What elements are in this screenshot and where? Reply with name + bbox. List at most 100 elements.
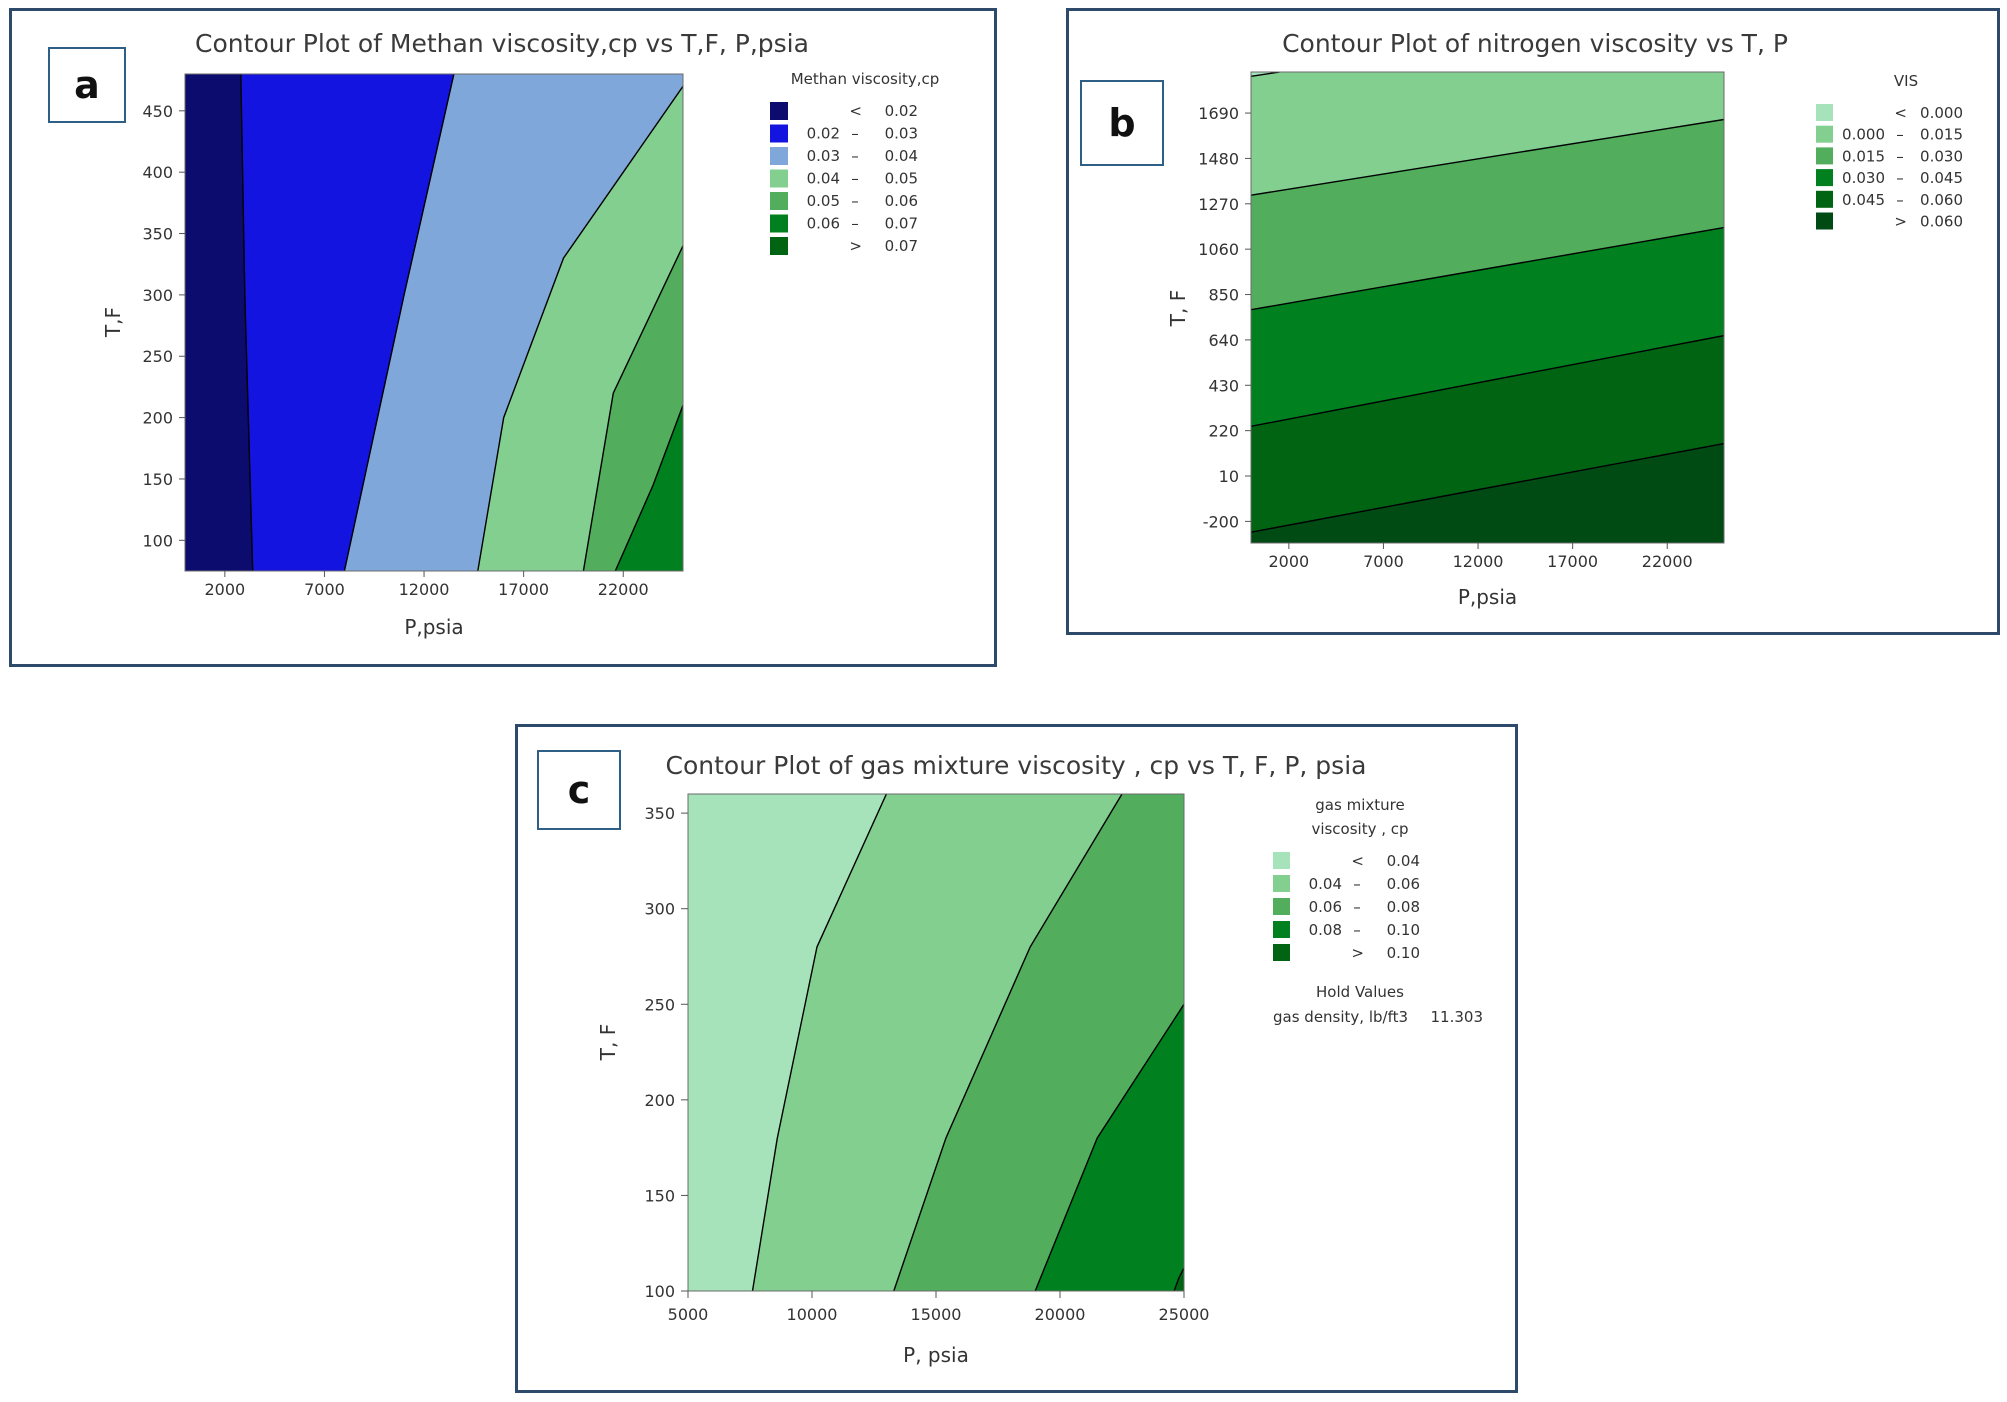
y-tick-label-b: 220 bbox=[1208, 422, 1239, 441]
legend-dash-a: – bbox=[851, 147, 859, 165]
contour-line-b-0 bbox=[1251, 72, 1280, 77]
legend-op-c: > bbox=[1351, 944, 1364, 962]
hold-values-label: gas density, lb/ft3 bbox=[1273, 1008, 1408, 1026]
contour-line-c-0 bbox=[751, 794, 888, 1291]
legend-lo-c: 0.06 bbox=[1309, 898, 1342, 916]
legend-op-b: < bbox=[1894, 104, 1907, 122]
legend-swatch-c bbox=[1273, 898, 1290, 915]
legend-op-a: > bbox=[849, 237, 862, 255]
y-tick-label-c: 200 bbox=[644, 1091, 675, 1110]
legend-dash-a: – bbox=[851, 215, 859, 233]
panel-b-label: b bbox=[1080, 80, 1164, 166]
legend-swatch-b bbox=[1816, 104, 1833, 121]
legend-swatch-a bbox=[770, 124, 788, 143]
contour-line-b-3 bbox=[1251, 334, 1724, 427]
contour-region-a-5 bbox=[615, 405, 683, 571]
legend-swatch-c bbox=[1273, 944, 1290, 961]
legend-lo-b: 0.030 bbox=[1842, 169, 1885, 187]
legend-dash-c: – bbox=[1353, 875, 1361, 893]
contour-region-c-1 bbox=[752, 794, 1184, 1291]
legend-hi-a: 0.07 bbox=[885, 237, 918, 255]
legend-swatch-b bbox=[1816, 125, 1833, 143]
legend-swatch-a bbox=[770, 214, 788, 233]
panel-a-label: a bbox=[48, 47, 126, 123]
y-tick-label-a: 250 bbox=[142, 347, 173, 366]
legend-dash-c: – bbox=[1353, 921, 1361, 939]
y-tick-label-b: 1480 bbox=[1198, 149, 1239, 168]
contour-regions-c bbox=[688, 794, 1184, 1291]
y-tick-label-c: 100 bbox=[644, 1282, 675, 1301]
x-tick-label-a: 12000 bbox=[399, 580, 450, 599]
legend-swatch-a bbox=[770, 147, 788, 165]
contour-regions-b bbox=[1251, 72, 1724, 543]
legend-hi-a: 0.04 bbox=[885, 147, 918, 165]
legend-dash-a: – bbox=[851, 125, 859, 143]
panel-c-label: c bbox=[537, 750, 621, 830]
y-tick-label-b: 1270 bbox=[1198, 195, 1239, 214]
y-axis-label-b: T, F bbox=[1166, 290, 1190, 327]
x-tick-label-b: 17000 bbox=[1547, 552, 1598, 571]
legend-hi-b: 0.060 bbox=[1920, 213, 1963, 231]
y-tick-label-b: 1690 bbox=[1198, 104, 1239, 123]
legend-swatch-c bbox=[1273, 921, 1290, 938]
hold-values-value: 11.303 bbox=[1431, 1008, 1484, 1026]
plot-frame-b bbox=[1250, 71, 1725, 544]
x-tick-label-c: 20000 bbox=[1035, 1305, 1086, 1324]
x-tick-label-b: 2000 bbox=[1268, 552, 1309, 571]
x-tick-label-b: 22000 bbox=[1642, 552, 1693, 571]
y-tick-label-b: 640 bbox=[1208, 331, 1239, 350]
chart-title-c: Contour Plot of gas mixture viscosity , … bbox=[666, 751, 1367, 780]
legend-dash-b: – bbox=[1896, 126, 1904, 144]
legend-title-c: viscosity , cp bbox=[1311, 820, 1408, 838]
legend-hi-a: 0.03 bbox=[885, 125, 918, 143]
contour-line-a-3 bbox=[582, 245, 683, 571]
chart-title-a: Contour Plot of Methan viscosity,cp vs T… bbox=[195, 29, 809, 58]
legend-op-c: < bbox=[1351, 852, 1364, 870]
x-tick-label-a: 2000 bbox=[204, 580, 245, 599]
contour-line-b-4 bbox=[1251, 442, 1724, 533]
legend-swatch-b bbox=[1816, 147, 1833, 165]
legend-lo-c: 0.08 bbox=[1309, 921, 1342, 939]
contour-regions-a bbox=[185, 74, 683, 571]
legend-swatch-c bbox=[1273, 852, 1290, 869]
contour-line-a-1 bbox=[343, 74, 455, 571]
legend-dash-a: – bbox=[851, 170, 859, 188]
x-tick-label-c: 10000 bbox=[787, 1305, 838, 1324]
contour-line-c-3 bbox=[1173, 1267, 1184, 1291]
contour-line-a-0 bbox=[240, 74, 254, 571]
x-tick-label-a: 17000 bbox=[498, 580, 549, 599]
x-axis-label-b: P,psia bbox=[1458, 585, 1517, 609]
x-tick-label-b: 12000 bbox=[1453, 552, 1504, 571]
y-tick-label-b: 430 bbox=[1208, 376, 1239, 395]
legend-hi-b: 0.060 bbox=[1920, 191, 1963, 209]
legend-swatch-b bbox=[1816, 212, 1833, 230]
legend-swatch-b bbox=[1816, 190, 1833, 208]
contour-region-b-5 bbox=[1251, 443, 1724, 543]
legend-swatch-a bbox=[770, 169, 788, 188]
plot-frame-a bbox=[184, 73, 684, 572]
contour-line-a-2 bbox=[477, 85, 683, 571]
x-axis-label-a: P,psia bbox=[404, 615, 463, 639]
legend-hi-b: 0.045 bbox=[1920, 169, 1963, 187]
legend-lo-a: 0.05 bbox=[807, 192, 840, 210]
legend-swatch-a bbox=[770, 237, 788, 255]
contour-line-b-1 bbox=[1251, 118, 1724, 196]
y-tick-label-c: 350 bbox=[644, 804, 675, 823]
y-axis-label-c: T, F bbox=[596, 1024, 620, 1061]
legend-swatch-c bbox=[1273, 875, 1290, 892]
y-tick-label-a: 350 bbox=[142, 225, 173, 244]
contour-region-c-4 bbox=[1174, 1268, 1184, 1291]
contour-line-c-2 bbox=[1034, 1003, 1184, 1291]
legend-hi-c: 0.10 bbox=[1387, 921, 1420, 939]
x-tick-label-a: 22000 bbox=[598, 580, 649, 599]
legend-hi-c: 0.10 bbox=[1387, 944, 1420, 962]
contour-line-c-1 bbox=[893, 794, 1123, 1291]
legend-lo-a: 0.04 bbox=[807, 170, 840, 188]
legend-hi-c: 0.04 bbox=[1387, 852, 1420, 870]
legend-hi-b: 0.000 bbox=[1920, 104, 1963, 122]
legend-lo-b: 0.015 bbox=[1842, 147, 1885, 165]
legend-hi-a: 0.05 bbox=[885, 170, 918, 188]
y-tick-label-a: 450 bbox=[142, 102, 173, 121]
